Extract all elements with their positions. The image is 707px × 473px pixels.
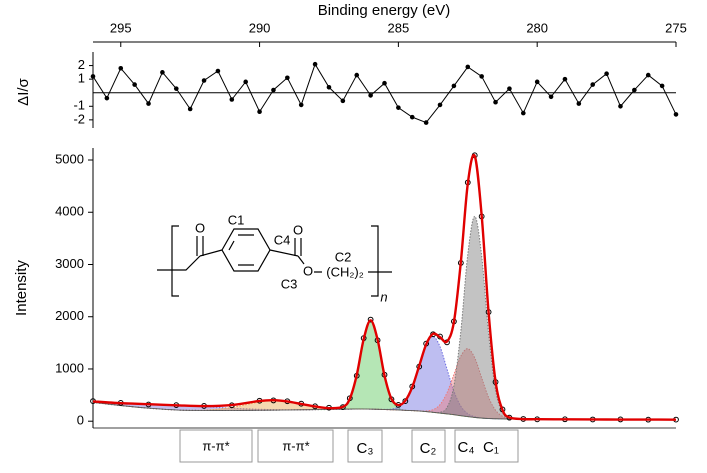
y-tick-label: 0 — [77, 413, 84, 428]
residual-point — [534, 79, 540, 85]
peak-label: C₄ — [458, 439, 475, 456]
residual-point — [521, 110, 526, 116]
annotation-box — [347, 429, 383, 463]
y-tick-label: -1 — [73, 98, 85, 113]
residual-point — [298, 102, 304, 108]
annotation-boxes — [179, 429, 519, 463]
peak-label: C₁ — [483, 439, 499, 456]
y-tick-label: -2 — [73, 111, 85, 126]
x-tick-label: 290 — [249, 20, 271, 35]
bond — [199, 249, 223, 257]
peak-label: π-π* — [202, 438, 229, 453]
residual-point — [201, 78, 207, 83]
bond — [294, 238, 302, 256]
residual-point — [118, 65, 124, 71]
fit-envelope — [92, 153, 677, 421]
y-tick-label: 1000 — [55, 360, 84, 375]
residual-point — [562, 76, 568, 82]
residual-point — [479, 74, 484, 79]
ring-bond — [228, 234, 254, 266]
residual-point — [215, 68, 221, 74]
residual-point — [285, 75, 290, 81]
y-axis-title: Intensity — [13, 260, 30, 316]
background-line — [92, 402, 677, 421]
residual-point — [576, 101, 582, 106]
residual-point — [673, 112, 679, 117]
y-tick-label: 1 — [78, 71, 85, 86]
residual-point — [465, 64, 471, 70]
y-tick-label: 2 — [78, 57, 85, 72]
x-axis-title: Binding energy (eV) — [318, 2, 451, 19]
annotation-box — [179, 429, 253, 463]
residual-point — [659, 83, 665, 89]
residual-point — [396, 105, 401, 110]
repeat-label: n — [380, 289, 387, 304]
atom-label: O — [195, 220, 205, 235]
residual-point — [590, 82, 596, 87]
residual-point — [437, 102, 443, 108]
residual-point — [271, 87, 276, 93]
peak-label: π-π* — [282, 438, 309, 453]
residual-point — [132, 82, 137, 87]
annotation-box — [257, 429, 334, 463]
atom-label: O — [293, 222, 303, 237]
y-tick-label: 4000 — [55, 204, 84, 219]
residual-point — [632, 87, 637, 93]
carbon-label: C1 — [228, 212, 245, 227]
atom-label: O — [303, 263, 313, 278]
bracket — [371, 225, 379, 297]
x-tick-label: 295 — [110, 20, 132, 35]
chain-label: (CH₂)₂ — [326, 264, 364, 279]
y-tick-label: 5000 — [55, 151, 84, 166]
residual-point — [451, 83, 457, 89]
residual-point — [104, 95, 110, 101]
residual-axis-title: ΔI/σ — [15, 77, 32, 105]
residual-point — [548, 94, 554, 100]
residual-point — [312, 61, 318, 67]
component-area — [93, 320, 676, 420]
annotation-box — [454, 429, 519, 463]
residual-point — [90, 74, 96, 79]
residual-point — [618, 103, 623, 109]
residual-line — [92, 63, 677, 124]
x-tick-label: 280 — [526, 20, 548, 35]
measured-point — [367, 316, 374, 323]
y-tick-label: 2000 — [55, 308, 84, 323]
residual-point — [340, 98, 346, 104]
residual-point — [423, 120, 429, 125]
residual-point — [409, 114, 415, 120]
carbon-label: C2 — [335, 249, 352, 264]
carbon-label: C3 — [281, 276, 298, 291]
residual-point — [146, 101, 151, 106]
peak-label: C₃ — [357, 440, 374, 457]
residual-point — [257, 109, 262, 115]
residual-point — [493, 99, 498, 105]
structure-diagram — [157, 225, 392, 297]
residual-point — [382, 80, 387, 86]
residual-point — [229, 97, 235, 102]
carbon-label: C4 — [274, 232, 291, 247]
bond — [297, 255, 305, 265]
bond — [269, 249, 299, 257]
residual-point — [187, 106, 193, 112]
residual-point — [368, 93, 373, 98]
y-tick-label: 3000 — [55, 256, 84, 271]
x-tick-label: 275 — [665, 20, 687, 35]
annotation-box — [411, 429, 446, 463]
residual-point — [604, 71, 609, 77]
residual-point — [160, 70, 165, 75]
residual-point — [173, 86, 179, 91]
residual-point — [645, 72, 651, 78]
bracket — [171, 225, 179, 297]
bond — [196, 236, 204, 256]
peak-label: C₂ — [420, 440, 437, 457]
residual-point — [507, 86, 512, 91]
residual-point — [243, 79, 248, 85]
bond — [157, 255, 201, 271]
residual-point — [354, 72, 360, 78]
residual-point — [326, 84, 332, 90]
x-tick-label: 285 — [388, 20, 410, 35]
